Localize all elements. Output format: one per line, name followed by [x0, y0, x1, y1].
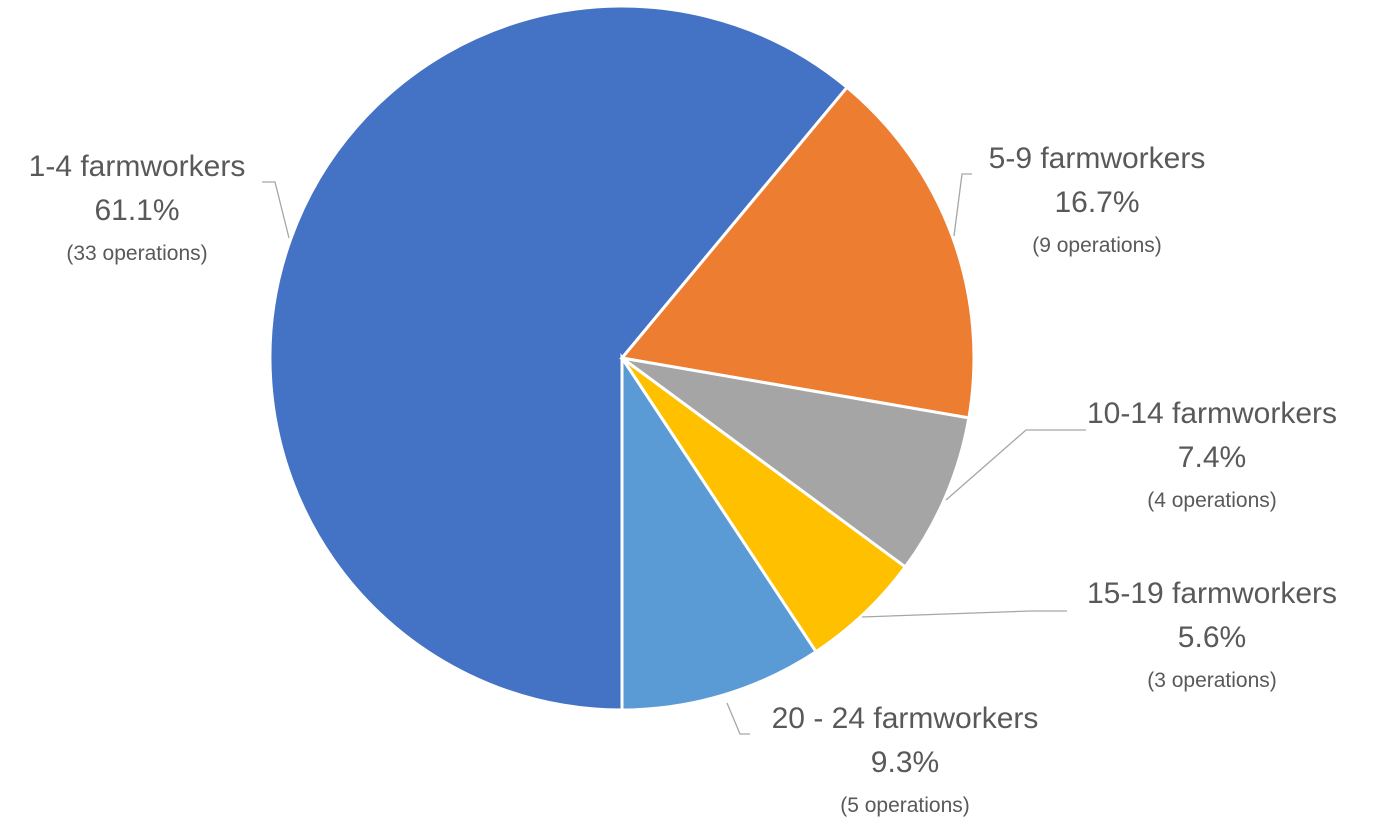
slice-count-5: (5 operations)	[840, 794, 970, 817]
slice-label-4: 15-19 farmworkers	[1087, 577, 1337, 610]
pie-slice-5	[620, 353, 819, 712]
slice-label-3: 10-14 farmworkers	[1087, 397, 1337, 430]
leader-line-5	[726, 702, 750, 735]
leader-line-1	[262, 181, 290, 239]
slice-label-5: 20 - 24 farmworkers	[772, 702, 1039, 735]
pie-slices	[268, 4, 976, 712]
slice-count-2: (9 operations)	[1032, 234, 1162, 257]
leader-line-3	[945, 429, 1086, 501]
leader-lines	[262, 173, 1086, 735]
slice-percent-1: 61.1%	[94, 194, 179, 227]
slice-percent-4: 5.6%	[1178, 621, 1246, 654]
slice-count-4: (3 operations)	[1147, 669, 1277, 692]
slice-percent-2: 16.7%	[1054, 186, 1139, 219]
leader-line-2	[953, 173, 972, 237]
slice-percent-5: 9.3%	[871, 746, 939, 779]
leader-line-4	[861, 610, 1067, 618]
slice-percent-3: 7.4%	[1178, 441, 1246, 474]
pie-slice-2	[619, 85, 976, 420]
pie-slice-1	[268, 4, 850, 712]
slice-label-1: 1-4 farmworkers	[29, 150, 246, 183]
slice-count-1: (33 operations)	[66, 242, 207, 265]
slice-count-3: (4 operations)	[1147, 489, 1277, 512]
pie-slice-3	[621, 356, 971, 570]
slice-label-2: 5-9 farmworkers	[989, 142, 1206, 175]
data-labels: 1-4 farmworkers 61.1% (33 operations) 5-9 f…	[29, 142, 1337, 817]
